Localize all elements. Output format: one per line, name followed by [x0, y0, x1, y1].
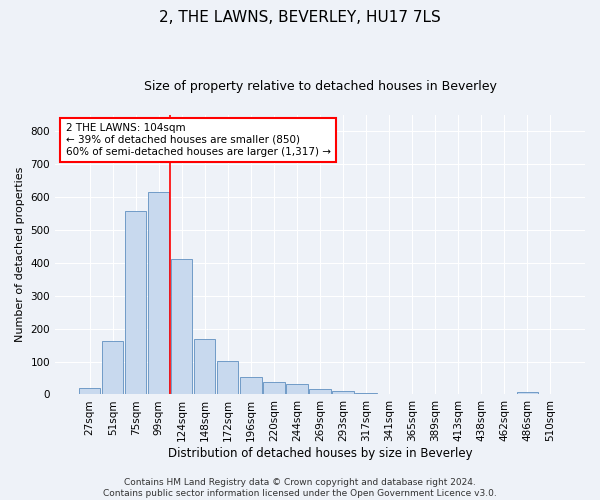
- Bar: [125, 211, 146, 394]
- Bar: [286, 384, 308, 394]
- Bar: [171, 258, 193, 394]
- X-axis label: Distribution of detached houses by size in Beverley: Distribution of detached houses by size …: [168, 447, 472, 460]
- Bar: [517, 392, 538, 394]
- Y-axis label: Number of detached properties: Number of detached properties: [15, 167, 25, 342]
- Bar: [355, 393, 377, 394]
- Bar: [332, 392, 353, 394]
- Title: Size of property relative to detached houses in Beverley: Size of property relative to detached ho…: [143, 80, 496, 93]
- Text: Contains HM Land Registry data © Crown copyright and database right 2024.
Contai: Contains HM Land Registry data © Crown c…: [103, 478, 497, 498]
- Bar: [263, 382, 284, 394]
- Text: 2, THE LAWNS, BEVERLEY, HU17 7LS: 2, THE LAWNS, BEVERLEY, HU17 7LS: [159, 10, 441, 25]
- Bar: [217, 361, 238, 394]
- Bar: [148, 192, 169, 394]
- Text: 2 THE LAWNS: 104sqm
← 39% of detached houses are smaller (850)
60% of semi-detac: 2 THE LAWNS: 104sqm ← 39% of detached ho…: [65, 124, 331, 156]
- Bar: [241, 378, 262, 394]
- Bar: [310, 389, 331, 394]
- Bar: [194, 339, 215, 394]
- Bar: [79, 388, 100, 394]
- Bar: [102, 341, 124, 394]
